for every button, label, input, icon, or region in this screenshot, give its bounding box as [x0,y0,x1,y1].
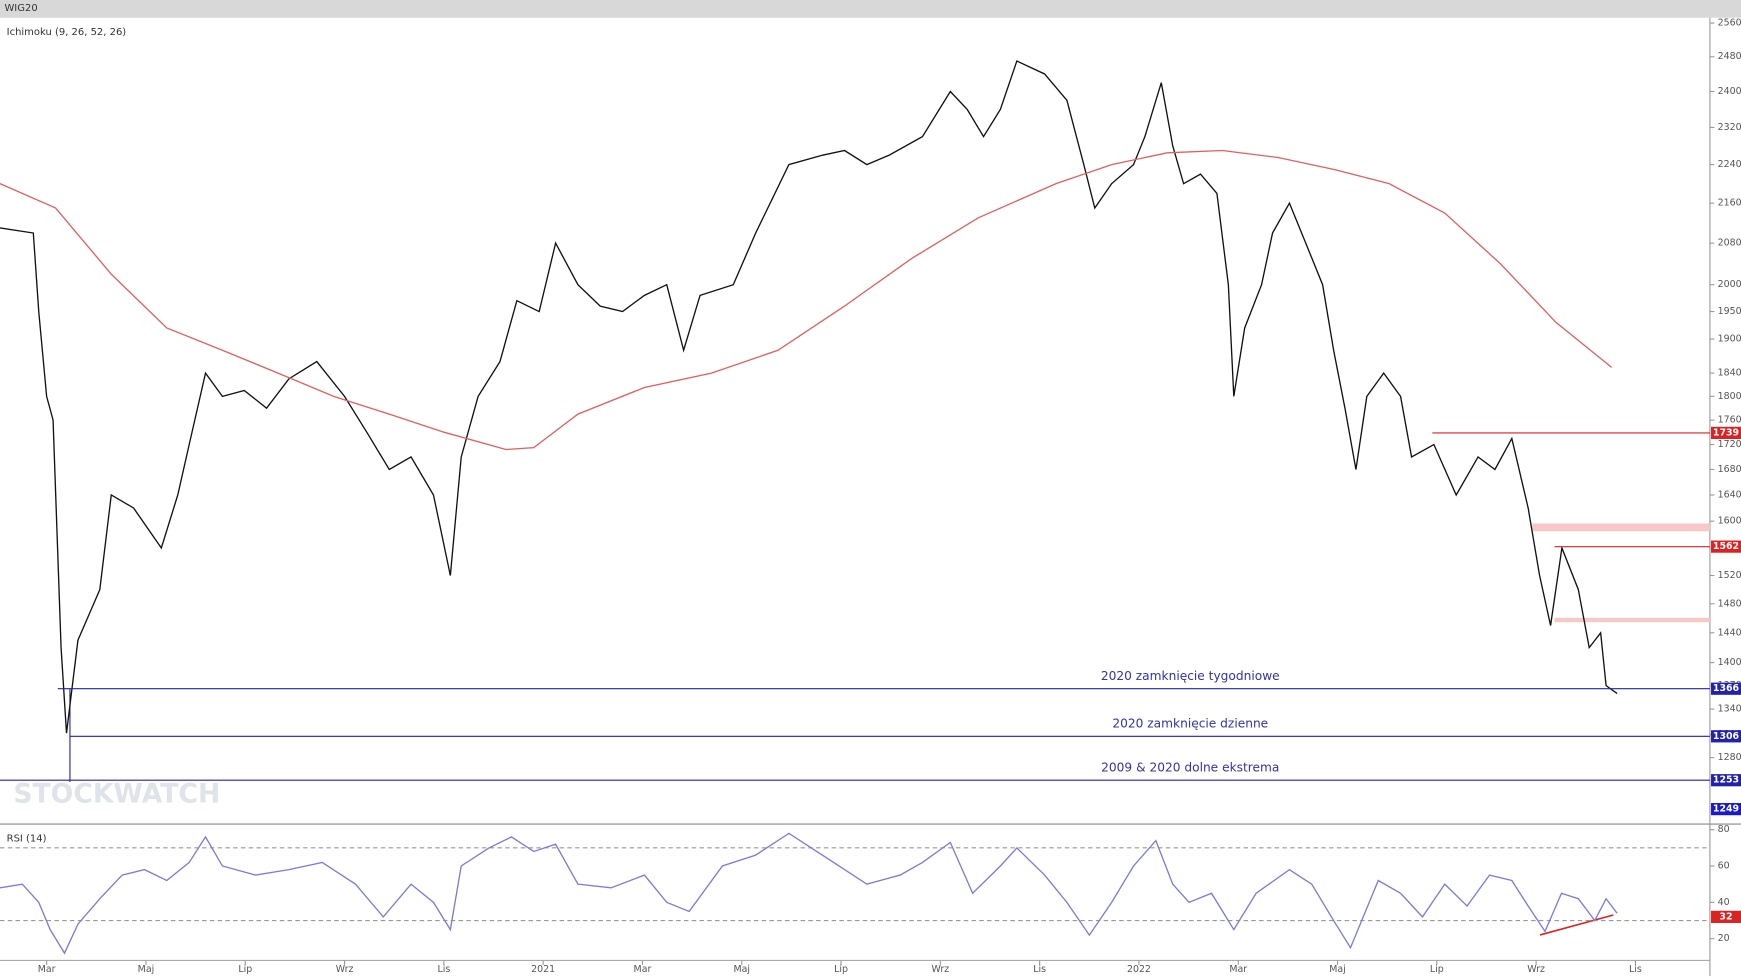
watermark: STOCKWATCH [13,779,220,810]
y-tick-label: 1680 [1718,464,1741,475]
price-tag [1711,682,1741,695]
x-tick-label: Wrz [931,964,949,975]
chart-title: WIG20 [4,3,37,14]
x-tick-label: Mar [1229,964,1247,975]
zone [1532,523,1710,532]
y-tick-label: 1950 [1718,306,1741,317]
y-tick-label: 2000 [1718,279,1741,290]
y-tick-label: 1480 [1718,598,1741,609]
y-tick-label: 1440 [1718,627,1741,638]
price-tag [1711,803,1741,816]
price-tag [1711,540,1741,553]
level-label: 2020 zamknięcie dzienne [1112,717,1268,731]
x-tick-label: 2022 [1127,964,1151,975]
level-label: 2009 & 2020 dolne ekstrema [1101,761,1279,775]
x-tick-label: Wrz [1527,964,1545,975]
x-tick-label: Lis [1033,964,1046,975]
y-tick-label: 1280 [1718,752,1741,763]
x-tick-label: Maj [1329,964,1346,975]
x-tick-label: 2021 [531,964,555,975]
y-tick-label: 2240 [1718,159,1741,170]
y-tick-label: 2400 [1718,86,1741,97]
y-tick-label: 1640 [1718,490,1741,501]
y-tick-label: 2560 [1718,18,1741,29]
y-tick-label: 1720 [1718,439,1741,450]
y-tick-label: 2160 [1718,198,1741,209]
y-tick-label: 40 [1718,897,1730,908]
x-tick-label: Maj [138,964,155,975]
top-bar [0,0,1741,18]
price-tag-label: 1366 [1713,683,1740,694]
price-tag-label: 1562 [1713,541,1739,552]
x-tick-label: Lip [238,964,252,975]
y-tick-label: 1340 [1718,704,1741,715]
price-tag [1711,774,1741,787]
y-tick-label: 1800 [1718,391,1741,402]
y-tick-label: 2480 [1718,51,1741,62]
y-tick-label: 1520 [1718,570,1741,581]
rsi-title: RSI (14) [7,833,47,844]
y-tick-label: 20 [1718,933,1730,944]
series-line [0,149,1613,451]
y-tick-label: 80 [1718,824,1730,835]
y-tick-label: 1600 [1718,516,1741,527]
price-tag-label: 32 [1719,911,1732,922]
y-tick-label: 2080 [1718,238,1741,249]
series-line [0,832,1618,955]
series-line [0,60,1618,734]
x-tick-label: Maj [733,964,750,975]
x-tick-label: Lis [437,964,450,975]
y-tick-label: 1400 [1718,657,1741,668]
price-tag-label: 1739 [1713,427,1739,438]
x-tick-label: Lip [1430,964,1444,975]
zone [1554,617,1710,623]
price-tag-label: 1249 [1713,804,1739,815]
y-tick-label: 60 [1718,861,1730,872]
y-tick-label: 1840 [1718,368,1741,379]
level-label: 2020 zamknięcie tygodniowe [1101,669,1280,683]
price-tag-label: 1253 [1713,775,1739,786]
x-tick-label: Wrz [336,964,354,975]
indicator-label: Ichimoku (9, 26, 52, 26) [7,27,127,38]
y-tick-label: 2320 [1718,122,1741,133]
price-tag [1711,910,1741,923]
y-tick-label: 1900 [1718,334,1741,345]
price-tag-label: 1306 [1713,731,1740,742]
price-tag [1711,426,1741,439]
y-tick-label: 1760 [1718,415,1741,426]
divergence-line [1539,914,1614,936]
x-tick-label: Lis [1629,964,1642,975]
price-tag [1711,730,1741,743]
x-tick-label: Mar [38,964,56,975]
x-tick-label: Mar [634,964,652,975]
x-tick-label: Lip [834,964,848,975]
